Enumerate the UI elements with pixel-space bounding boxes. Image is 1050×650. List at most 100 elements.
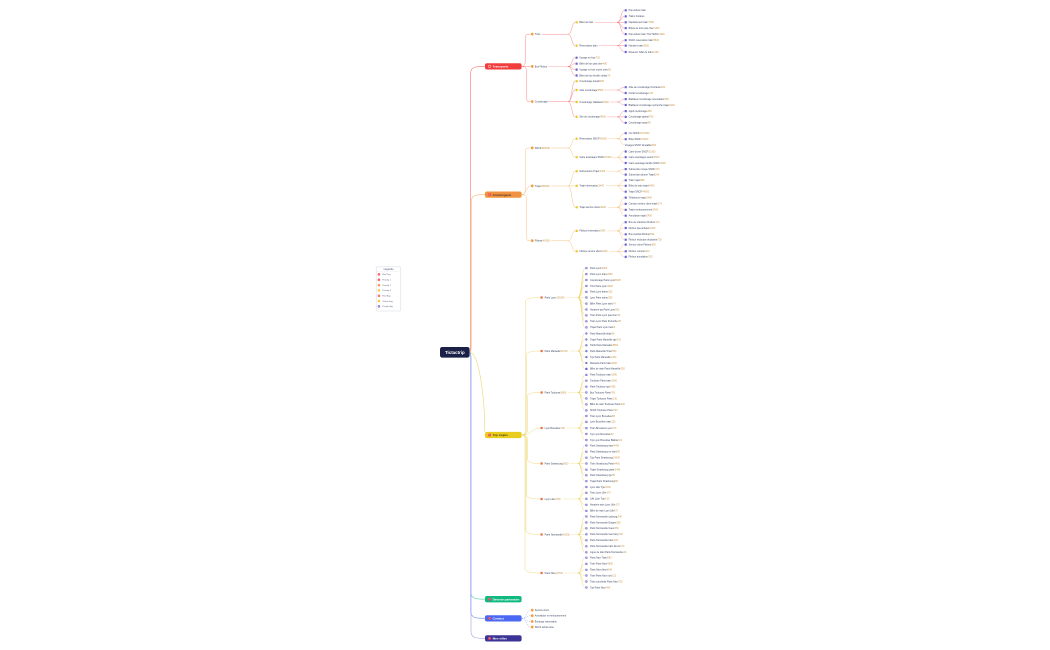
svg-text:Priority 3: Priority 3	[382, 289, 391, 292]
svg-text:Appli covoiturage/350: Appli covoiturage/350	[629, 110, 653, 113]
svg-text:Flixbus/40500: Flixbus/40500	[535, 240, 551, 243]
svg-text:Billet de train Toulouse Paris: Billet de train Toulouse Paris/400	[590, 403, 625, 406]
svg-text:Carte avantages SNCF/33100: Carte avantages SNCF/33100	[579, 156, 612, 159]
svg-text:Blablacar covoiturage réservat: Blablacar covoiturage réservation/350	[629, 98, 670, 101]
svg-text:Réservation train: Réservation train	[579, 44, 598, 47]
svg-text:Paris Toulouse train/1900: Paris Toulouse train/1900	[590, 374, 618, 377]
svg-text:Paris Normandie Germany/720: Paris Normandie Germany/720	[590, 533, 624, 536]
svg-text:Paris Normandie cabourg/240: Paris Normandie cabourg/240	[590, 515, 622, 518]
svg-text:Carte avantages senior/2900: Carte avantages senior/2900	[629, 156, 660, 159]
svg-text:Oui SNCF/1874000: Oui SNCF/1874000	[629, 132, 651, 135]
svg-text:Lyon Lille/8700: Lyon Lille/8700	[545, 498, 562, 501]
svg-text:Paris Marseille Train/850: Paris Marseille Train/850	[590, 350, 617, 353]
svg-text:Site de covoiturage/9400: Site de covoiturage/9400	[579, 116, 606, 119]
svg-text:Paris Lyon trains/132: Paris Lyon trains/132	[590, 291, 613, 294]
svg-text:Bus Flixbus: Bus Flixbus	[535, 65, 548, 68]
svg-text:Subventions Trajet/2400: Subventions Trajet/2400	[579, 170, 605, 173]
svg-text:Ligne de train Paris Normandie: Ligne de train Paris Normandie/40	[590, 551, 627, 554]
svg-text:Forfait covoiturage/720: Forfait covoiturage/720	[629, 92, 654, 95]
svg-text:Trajet/300000: Trajet/300000	[535, 185, 550, 188]
svg-text:Train Lyon Bruxelles/88: Train Lyon Bruxelles/88	[590, 415, 616, 418]
svg-text:Trajet réservation/2440: Trajet réservation/2440	[579, 185, 604, 188]
svg-text:Paris Nice/29700: Paris Nice/29700	[545, 572, 564, 575]
svg-text:Réserver billet de train/1400: Réserver billet de train/1400	[629, 51, 660, 54]
svg-text:Paris Toulouse/5800: Paris Toulouse/5800	[545, 391, 567, 394]
svg-text:Subvention phone Trajet/240: Subvention phone Trajet/240	[629, 173, 660, 176]
svg-text:Train couchette Paris Nice/720: Train couchette Paris Nice/720	[590, 580, 623, 583]
svg-text:Marseille Paris train/4400: Marseille Paris train/4400	[590, 362, 618, 365]
svg-text:Trajet service client/2400: Trajet service client/2400	[579, 206, 606, 209]
svg-text:Paris Normandie Dieppe/550: Paris Normandie Dieppe/550	[590, 521, 621, 524]
svg-text:Paris Marseille blaly/90: Paris Marseille blaly/90	[590, 332, 615, 335]
svg-text:Contact service client trajet/: Contact service client trajet/170	[629, 203, 663, 206]
svg-text:Paris Strasbourg/5000: Paris Strasbourg/5000	[545, 462, 569, 465]
svg-text:Train: Train	[535, 33, 541, 36]
svg-text:Billet de train: Billet de train	[579, 21, 593, 24]
svg-text:Tarifs Paris Marseille/5850: Tarifs Paris Marseille/5850	[590, 344, 619, 347]
svg-text:Covoiturage Paris Lyon/8425: Covoiturage Paris Lyon/8425	[590, 279, 621, 282]
svg-text:Trajet SNCF/44000: Trajet SNCF/44000	[629, 191, 650, 194]
svg-text:Lyon Bruxelles train/110: Lyon Bruxelles train/110	[590, 421, 616, 424]
svg-text:Train Paris Lyon pas cher/34: Train Paris Lyon pas cher/34	[590, 314, 621, 317]
svg-text:Covoiturage paca/90: Covoiturage paca/90	[629, 122, 652, 125]
svg-text:Bus réachat Flixbus/590: Bus réachat Flixbus/590	[629, 233, 655, 236]
svg-text:Flixbus réservation/2400: Flixbus réservation/2400	[579, 230, 606, 233]
svg-text:Paris Lyon/6360: Paris Lyon/6360	[590, 267, 608, 270]
svg-text:Contact: Contact	[493, 617, 504, 621]
svg-text:Conciergerie: Conciergerie	[493, 193, 512, 197]
svg-text:Paris Normandie/54200: Paris Normandie/54200	[545, 533, 571, 536]
svg-text:Lille Lyon Tgv/120: Lille Lyon Tgv/120	[590, 498, 610, 501]
svg-text:SNCF achat carte: SNCF achat carte	[535, 626, 555, 629]
svg-text:Déplacement train/7500: Déplacement train/7500	[629, 21, 655, 24]
svg-text:Lyon Lille Tgv/1600: Lyon Lille Tgv/1600	[590, 486, 611, 489]
svg-text:Tgv Lyon Bruxelles/53: Tgv Lyon Bruxelles/53	[590, 433, 614, 436]
svg-text:Lyon Bruxelles/700: Lyon Bruxelles/700	[545, 427, 566, 430]
svg-text:Paris Marseille/40740: Paris Marseille/40740	[545, 350, 569, 353]
svg-text:Flixbus numéro/210: Flixbus numéro/210	[629, 250, 651, 253]
svg-text:Train Paris Nice nuit/132: Train Paris Nice nuit/132	[590, 574, 617, 577]
svg-text:SNCF réservation train/5500: SNCF réservation train/5500	[629, 39, 660, 42]
svg-text:Pas acheté train TGV SNCF/4400: Pas acheté train TGV SNCF/4400	[629, 33, 666, 36]
svg-text:Red Tag: Red Tag	[382, 274, 391, 276]
svg-text:Téléphone trajet/2400: Téléphone trajet/2400	[629, 196, 653, 199]
svg-text:Voyage en bus moins cher/90: Voyage en bus moins cher/90	[579, 68, 611, 71]
svg-text:Trajet Toulouse Paris/130: Trajet Toulouse Paris/130	[590, 397, 618, 400]
svg-text:Devenir partenaire: Devenir partenaire	[493, 597, 520, 601]
svg-text:Flixbus réduction étudiants/72: Flixbus réduction étudiants/720	[629, 239, 663, 242]
svg-text:TGV Paris Lyon/4600: TGV Paris Lyon/4600	[590, 285, 613, 288]
svg-text:Yellow flag: Yellow flag	[382, 301, 393, 303]
svg-text:Voyages SNCF timetable/500: Voyages SNCF timetable/500	[625, 144, 657, 147]
svg-text:Tgv Lyon Bruxelles Blabla/110: Tgv Lyon Bruxelles Blabla/110	[590, 439, 623, 442]
svg-text:Voyage en bus/720: Voyage en bus/720	[579, 57, 600, 60]
svg-text:Billet de train Lyon Lille/70: Billet de train Lyon Lille/70	[590, 510, 618, 513]
svg-text:Trains horaires: Trains horaires	[629, 15, 646, 18]
svg-text:Billet SNCF/74000: Billet SNCF/74000	[629, 138, 649, 141]
svg-text:Trajet Paris Lyon train/6: Trajet Paris Lyon train/6	[590, 326, 616, 329]
svg-text:Flixbus pas acheter/1600: Flixbus pas acheter/1600	[629, 227, 656, 230]
svg-text:Paris Strasbourg en train/90: Paris Strasbourg en train/90	[590, 451, 620, 454]
svg-text:Paris Normandie train direct/1: Paris Normandie train direct/170	[590, 545, 625, 548]
svg-text:Horaires tgv Paris Lyon/462: Horaires tgv Paris Lyon/462	[590, 308, 620, 311]
svg-text:Paris Lyon train/2930: Paris Lyon train/2930	[590, 273, 613, 276]
svg-text:Paris Toulouse tgv/1950: Paris Toulouse tgv/1950	[590, 386, 616, 389]
svg-text:Billet Paris Lyon train/74: Billet Paris Lyon train/74	[590, 302, 616, 305]
svg-text:Red flag: Red flag	[382, 296, 391, 298]
svg-text:Train Strasbourg Paris/4400: Train Strasbourg Paris/4400	[590, 462, 620, 465]
svg-text:Tgv Paris Marseille/1450: Tgv Paris Marseille/1450	[590, 356, 617, 359]
svg-text:Lyon Paris trains/326: Lyon Paris trains/326	[590, 296, 613, 299]
svg-text:Échange réservation: Échange réservation	[535, 620, 558, 623]
svg-text:Aide covoiturage/5500: Aide covoiturage/5500	[579, 89, 603, 92]
svg-text:Trajet Paris Strasbourg/88: Trajet Paris Strasbourg/88	[590, 480, 618, 483]
svg-text:Covoiturage gratuit/700: Covoiturage gratuit/700	[629, 116, 655, 119]
svg-text:Réservation SNCF/40500: Réservation SNCF/40500	[579, 138, 607, 141]
svg-text:Carte jeune SNCF/33100: Carte jeune SNCF/33100	[629, 150, 657, 153]
svg-text:Mes villes: Mes villes	[493, 637, 508, 641]
svg-text:Tgv Paris Strasbourg/24240: Tgv Paris Strasbourg/24240	[590, 457, 620, 460]
svg-text:Paris Normandie train/440: Paris Normandie train/440	[590, 539, 618, 542]
svg-text:Trajet Paris Marseille tgv/241: Trajet Paris Marseille tgv/241	[590, 338, 622, 341]
svg-text:Flixbus annulation/320: Flixbus annulation/320	[629, 256, 654, 259]
svg-text:Toulouse Paris train/2400: Toulouse Paris train/2400	[590, 380, 618, 383]
svg-text:Légende: Légende	[384, 268, 395, 271]
svg-text:Billet de bus pas cher/480: Billet de bus pas cher/480	[579, 63, 607, 66]
svg-text:Trajet Strasbourg paris/2440: Trajet Strasbourg paris/2440	[590, 469, 621, 472]
